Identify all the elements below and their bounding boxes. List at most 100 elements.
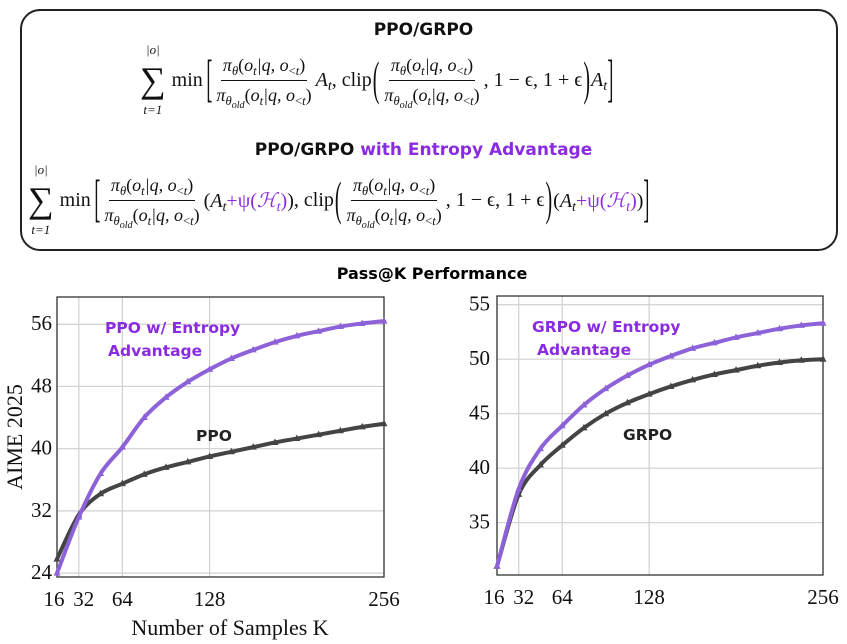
series-line-0 xyxy=(55,319,386,576)
subscript: t xyxy=(421,64,425,78)
psi-symbol: +ψ( xyxy=(575,189,607,212)
o-symbol: o xyxy=(418,85,428,105)
subscript: <t xyxy=(425,214,436,228)
subscript: <t xyxy=(295,94,306,108)
o-symbol: o xyxy=(279,55,289,75)
data-point-marker xyxy=(667,351,675,359)
x-tick-label: 16 xyxy=(484,585,505,609)
fraction-denominator: πθold(ot|q, o<t) xyxy=(214,81,313,110)
subscript: t xyxy=(428,94,432,108)
subscript: <t xyxy=(183,214,194,228)
data-point-marker xyxy=(271,438,279,445)
left-bracket: [ xyxy=(94,171,101,229)
q-symbol: |q, xyxy=(256,55,280,75)
formula-title-entropy: PPO/GRPO with Entropy Advantage xyxy=(0,140,847,160)
old-subscript: old xyxy=(361,219,375,231)
right-bracket: ] xyxy=(643,171,650,229)
A-symbol: A xyxy=(591,68,604,91)
o-symbol: o xyxy=(286,85,296,105)
data-point-marker xyxy=(536,444,544,452)
data-point-marker xyxy=(623,398,631,406)
formula-title-ppo-grpo: PPO/GRPO xyxy=(373,20,474,40)
min-operator: min xyxy=(171,68,203,91)
o-symbol: o xyxy=(244,55,254,75)
y-axis-label: AIME 2025 xyxy=(2,384,27,490)
data-point-marker xyxy=(162,463,170,470)
entropy-bonus: +ψ(ℋt) xyxy=(226,189,288,215)
t-symbol: t xyxy=(463,63,468,78)
fraction-denominator: πθold(ot|q, o<t) xyxy=(345,201,444,231)
paren: ) xyxy=(630,189,637,212)
o-symbol: o xyxy=(380,205,390,225)
series-annotation: PPO xyxy=(196,427,232,445)
data-point-marker xyxy=(623,371,631,379)
o-symbol: o xyxy=(250,85,260,105)
data-point-marker xyxy=(97,469,105,477)
t-symbol: t xyxy=(190,213,194,228)
y-tick-label: 40 xyxy=(469,455,490,479)
data-point-marker xyxy=(53,555,61,562)
entropy-symbol: ℋ xyxy=(256,189,277,212)
subscript: t xyxy=(390,214,394,228)
series-annotation: PPO w/ Entropy xyxy=(105,319,240,337)
clip-operator: , clip xyxy=(331,68,372,91)
data-point-marker xyxy=(293,434,301,442)
data-point-marker xyxy=(162,393,170,400)
subscript: θold xyxy=(356,214,375,231)
less-than: < xyxy=(288,63,296,78)
data-point-marker xyxy=(493,562,501,569)
fraction-numerator: πθ(ot|q, o<t) xyxy=(351,174,438,201)
data-point-marker xyxy=(819,355,827,362)
subscript: θold xyxy=(393,94,413,111)
q-symbol: |q, xyxy=(151,205,175,225)
o-symbol: o xyxy=(132,175,142,195)
figure-title: Pass@K Performance xyxy=(337,264,528,283)
psi-symbol: +ψ( xyxy=(226,189,257,212)
t-symbol: t xyxy=(141,183,145,198)
pi-symbol: π xyxy=(390,55,400,75)
t-symbol: t xyxy=(259,93,264,108)
o-symbol: o xyxy=(174,205,184,225)
o-symbol: o xyxy=(412,55,422,75)
right-bracket: ] xyxy=(607,51,614,109)
data-point-marker xyxy=(667,382,675,389)
old-subscript: old xyxy=(399,99,413,111)
x-axis-label: Number of Samples K xyxy=(131,615,328,640)
subscript: <t xyxy=(457,64,468,78)
paren: ) xyxy=(467,55,474,75)
data-point-marker xyxy=(227,354,235,361)
summation: |o| ∑ t=1 xyxy=(140,43,166,117)
advantage-term: At xyxy=(560,190,576,215)
subscript: t xyxy=(277,200,281,215)
pi-symbol: π xyxy=(104,205,114,225)
t-symbol: t xyxy=(389,213,394,228)
paren: ( xyxy=(412,85,419,105)
paren: ) xyxy=(473,85,480,105)
pi-symbol: π xyxy=(110,175,120,195)
sum-lower: t=1 xyxy=(31,222,51,237)
fraction-numerator: πθ(ot|q, o<t) xyxy=(220,54,308,81)
paren: ( xyxy=(238,55,245,75)
paren: ) xyxy=(280,189,288,212)
left-paren: ( xyxy=(372,53,380,107)
data-point-marker xyxy=(710,338,718,346)
data-point-marker xyxy=(249,443,257,450)
q-symbol: |q, xyxy=(393,205,417,225)
entropy-advantage-term: (At+ψ(ℋt)) xyxy=(204,188,294,215)
pi-symbol: π xyxy=(222,55,232,75)
t-symbol: t xyxy=(222,199,227,215)
subscript: t xyxy=(572,200,576,215)
o-symbol: o xyxy=(138,205,148,225)
subscript: θold xyxy=(226,94,245,110)
t-symbol: t xyxy=(626,199,631,215)
advantage-term: At xyxy=(316,69,332,94)
formula-ppo-grpo: |o| ∑ t=1 min[πθ(ot|q, o<t) πθold(ot|q, o<t)… xyxy=(140,43,614,117)
data-point-marker xyxy=(797,321,805,328)
data-point-marker xyxy=(358,422,366,430)
data-point-marker xyxy=(645,390,653,397)
q-symbol: |q, xyxy=(386,175,410,195)
entropy-bonus: +ψ(ℋt) xyxy=(575,189,637,215)
paren: ) xyxy=(305,85,312,105)
q-symbol: |q, xyxy=(431,85,454,105)
